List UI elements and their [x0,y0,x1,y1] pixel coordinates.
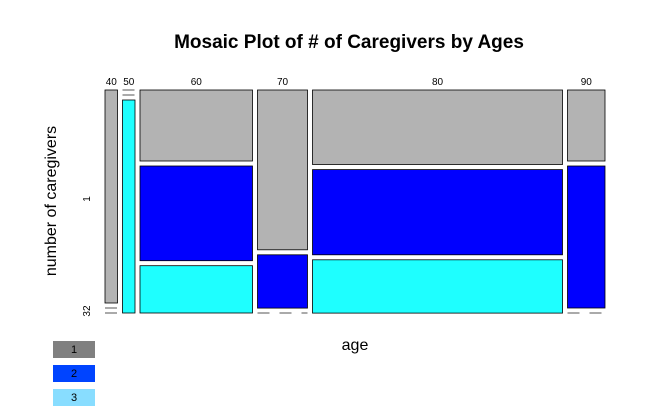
y-axis-label: number of caregivers [43,126,60,276]
x-axis-label: age [342,337,369,354]
tile-age-60-group-1 [139,89,253,162]
x-tick-label-50: 50 [123,77,135,88]
tile-age-60-group-2 [139,165,253,262]
legend-item-3: 3 [53,389,95,406]
tile-age-40-group-1 [104,89,118,304]
tile-age-70-group-1 [257,89,308,251]
tile-age-80-group-3 [312,259,563,314]
y-tick-label-1: 1 [82,196,93,202]
tile-age-70-group-2 [257,254,308,309]
tile-age-90-group-2 [567,165,606,309]
legend-item-1: 1 [53,341,95,358]
x-tick-label-70: 70 [277,77,289,88]
tile-age-50-group-3 [122,99,136,314]
x-tick-label-40: 40 [106,77,118,88]
tile-age-90-group-1 [567,89,606,162]
x-tick-label-60: 60 [191,77,203,88]
x-tick-label-90: 90 [581,77,593,88]
legend-item-2: 2 [53,365,95,382]
legend: 1 2 3 [53,341,95,413]
tile-age-80-group-2 [312,169,563,256]
chart-title: Mosaic Plot of # of Caregivers by Ages [174,32,524,53]
tile-age-80-group-1 [312,89,563,165]
tile-age-60-group-3 [139,265,253,314]
x-tick-label-80: 80 [432,77,444,88]
mosaic-tiles: 40 50 60 70 80 90 [104,77,606,314]
y-tick-label-32: 32 [82,305,93,317]
